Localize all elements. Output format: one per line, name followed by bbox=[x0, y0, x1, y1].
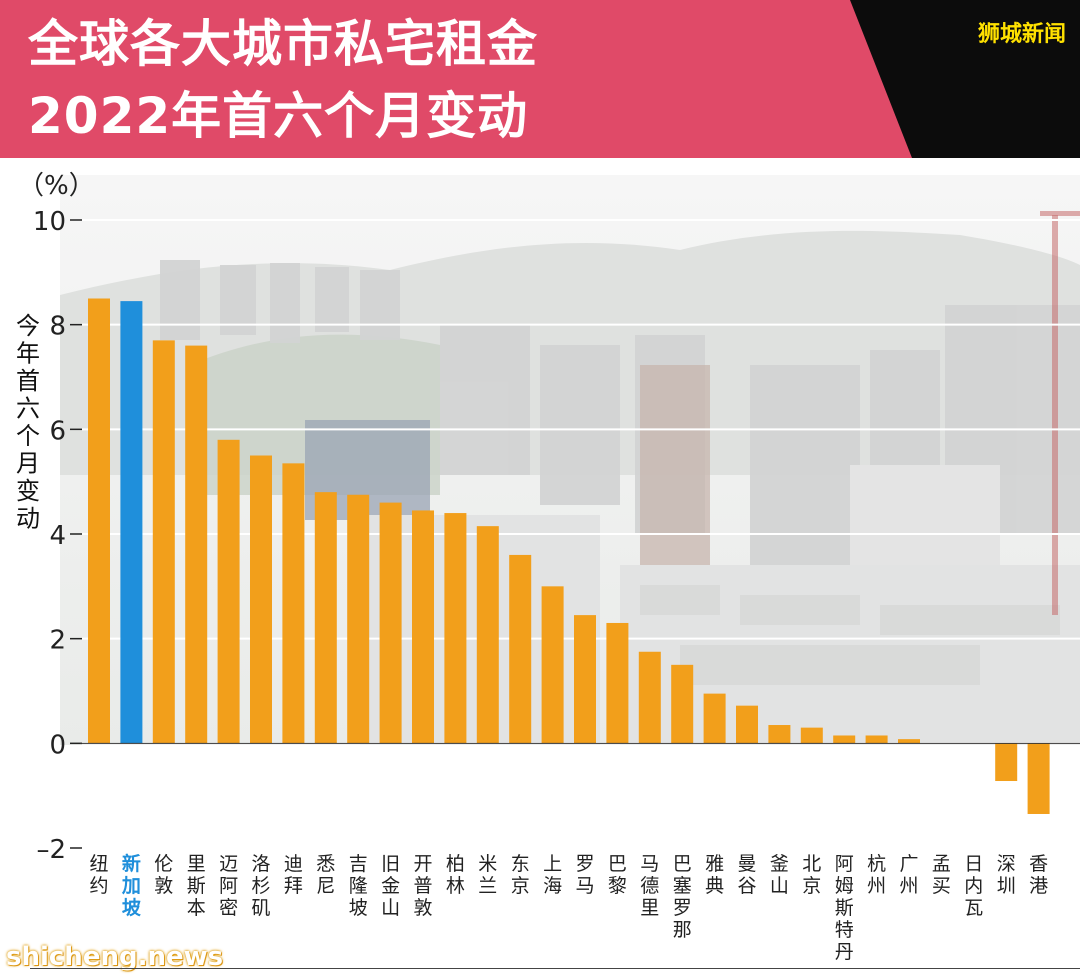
x-category-label: 里斯本 bbox=[187, 853, 206, 919]
y-axis-title: 今年首六个月变动 bbox=[16, 312, 40, 533]
bar-15 bbox=[574, 615, 596, 744]
x-category-label: 阿姆斯特丹 bbox=[835, 853, 854, 963]
x-category-label: 开普敦 bbox=[413, 853, 432, 919]
site-watermark: shicheng.news bbox=[6, 942, 224, 972]
bar-14 bbox=[541, 586, 564, 744]
bar-3 bbox=[185, 345, 208, 744]
x-category-label: 纽约 bbox=[89, 853, 108, 897]
bar-18 bbox=[671, 664, 694, 744]
y-tick-label: 6 bbox=[49, 416, 66, 446]
bar-9 bbox=[379, 502, 402, 744]
x-category-label: 伦敦 bbox=[154, 853, 173, 897]
x-category-label: 巴黎 bbox=[608, 853, 627, 897]
bar-11 bbox=[444, 513, 467, 744]
y-tick-label: 10 bbox=[33, 207, 66, 237]
x-category-label: 柏林 bbox=[446, 853, 465, 897]
x-category-label: 迈阿密 bbox=[219, 853, 238, 919]
x-category-label: 香港 bbox=[1029, 853, 1048, 897]
bar-6 bbox=[282, 463, 305, 744]
y-tick-label: 2 bbox=[49, 626, 66, 656]
bar-12 bbox=[476, 526, 499, 744]
bar-21 bbox=[768, 725, 791, 744]
brand-logo-text: 狮城新闻 bbox=[977, 22, 1066, 47]
x-category-label: 新加坡 bbox=[121, 852, 142, 919]
bar-16 bbox=[606, 622, 629, 744]
x-category-label: 巴塞罗那 bbox=[673, 853, 692, 941]
bar-28 bbox=[995, 743, 1018, 782]
x-category-label: 杭州 bbox=[867, 853, 886, 897]
x-category-label: 马德里 bbox=[640, 853, 659, 919]
y-axis-title-text: 今年首六个月变动 bbox=[16, 312, 40, 533]
bar-25 bbox=[898, 739, 920, 744]
x-category-label: 米兰 bbox=[478, 853, 497, 897]
chart-title-line1: 全球各大城市私宅租金 bbox=[28, 15, 538, 73]
bar-24 bbox=[865, 735, 888, 744]
bar-23 bbox=[833, 735, 856, 744]
x-category-label: 罗马 bbox=[575, 853, 594, 897]
y-axis-unit-label: （%） bbox=[18, 171, 95, 201]
x-category-label: 旧金山 bbox=[381, 853, 400, 919]
bar-22 bbox=[800, 727, 823, 744]
x-category-label: 雅典 bbox=[705, 853, 724, 897]
bottom-divider-line bbox=[30, 968, 1080, 969]
x-category-label: 曼谷 bbox=[737, 853, 756, 897]
chart-title-line2: 2022年首六个月变动 bbox=[28, 87, 529, 145]
bar-0 bbox=[88, 298, 110, 744]
bar-1 bbox=[120, 301, 143, 744]
x-category-label: 洛杉矶 bbox=[251, 853, 270, 919]
bar-10 bbox=[412, 510, 434, 744]
x-category-label: 深圳 bbox=[997, 853, 1016, 897]
x-category-label: 广州 bbox=[899, 853, 918, 897]
bar-8 bbox=[347, 494, 370, 744]
x-category-label: 上海 bbox=[543, 853, 562, 897]
bar-20 bbox=[736, 705, 758, 744]
bar-7 bbox=[314, 492, 337, 744]
x-category-label: 东京 bbox=[511, 853, 530, 897]
bar-5 bbox=[250, 455, 272, 744]
bar-2 bbox=[152, 340, 175, 744]
x-category-label: 吉隆坡 bbox=[349, 853, 368, 919]
bar-19 bbox=[703, 693, 726, 744]
x-category-label: 迪拜 bbox=[284, 853, 303, 897]
x-category-label: 孟买 bbox=[932, 853, 951, 897]
y-tick-label: 0 bbox=[49, 730, 66, 760]
y-tick-label: 4 bbox=[49, 521, 66, 551]
bar-29 bbox=[1027, 743, 1050, 814]
x-category-label: 日内瓦 bbox=[964, 853, 983, 919]
x-category-label: 悉尼 bbox=[316, 853, 335, 897]
x-category-label: 北京 bbox=[802, 853, 821, 897]
bar-17 bbox=[638, 651, 661, 744]
x-category-label: 釜山 bbox=[770, 853, 789, 897]
bar-13 bbox=[509, 554, 532, 744]
bar-4 bbox=[217, 439, 240, 744]
y-tick-label: 8 bbox=[49, 312, 66, 342]
y-tick-label: –2 bbox=[36, 835, 66, 865]
